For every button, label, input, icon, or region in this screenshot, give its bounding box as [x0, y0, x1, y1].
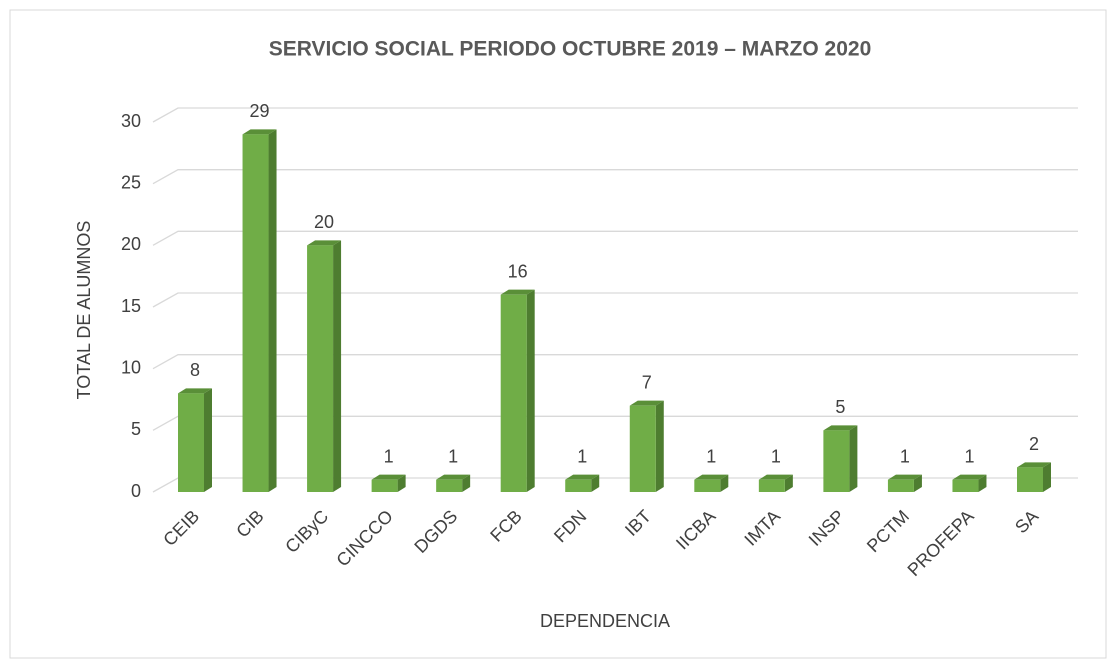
data-label: 1: [384, 446, 394, 466]
y-tick-label: 15: [121, 296, 141, 316]
bar: [307, 240, 342, 492]
chart-title: SERVICIO SOCIAL PERIODO OCTUBRE 2019 – M…: [269, 38, 872, 61]
data-label: 1: [448, 446, 458, 466]
y-tick-label: 20: [121, 234, 141, 254]
data-label: 1: [964, 446, 974, 466]
grid-line: [152, 107, 1078, 123]
bar-top: [1017, 462, 1051, 468]
bar-top: [371, 474, 406, 480]
grid-line: [152, 292, 1078, 308]
bar-side: [849, 425, 858, 492]
bar-side: [462, 474, 471, 492]
data-label: 2: [1029, 434, 1039, 454]
bar: [694, 474, 729, 492]
bar: [952, 474, 987, 492]
bar-front: [242, 134, 269, 493]
data-label: 7: [642, 372, 652, 392]
bar-front: [565, 479, 592, 492]
bar: [887, 474, 922, 492]
grid-line: [152, 169, 1078, 185]
bar-side: [1043, 462, 1051, 492]
bar-top: [887, 474, 922, 480]
x-axis-title: DEPENDENCIA: [540, 611, 670, 631]
bar-top: [823, 425, 858, 431]
bar-top: [242, 129, 277, 135]
bar-top: [758, 474, 793, 480]
bar-side: [913, 474, 922, 492]
bar: [629, 400, 664, 492]
bar-top: [694, 474, 729, 480]
bar: [242, 129, 277, 493]
data-label: 1: [771, 446, 781, 466]
data-label: 1: [577, 446, 587, 466]
y-tick-label: 5: [131, 419, 141, 439]
data-label: 1: [706, 446, 716, 466]
bar-side: [978, 474, 987, 492]
bar-front: [1017, 467, 1043, 492]
bar-side: [397, 474, 406, 492]
bar: [1017, 462, 1051, 492]
y-tick-label: 30: [121, 111, 141, 131]
bar-side: [204, 388, 212, 492]
data-label: 5: [835, 397, 845, 417]
chart-border: [9, 9, 1107, 659]
bar-side: [655, 400, 664, 492]
bar: [436, 474, 471, 492]
bar-front: [823, 430, 850, 492]
bar: [758, 474, 793, 492]
y-tick-label: 25: [121, 172, 141, 192]
bar-top: [436, 474, 471, 480]
data-label: 8: [190, 360, 200, 380]
data-label: 29: [250, 101, 270, 121]
bar-front: [500, 294, 527, 492]
bar: [178, 388, 212, 492]
bar-top: [500, 289, 535, 295]
y-tick-label: 10: [121, 357, 141, 377]
y-tick-label: 0: [131, 481, 141, 501]
bar-side: [526, 289, 535, 492]
bar-side: [591, 474, 600, 492]
bar-top: [952, 474, 987, 480]
bar-side: [268, 129, 277, 493]
bar-front: [694, 479, 721, 492]
bar-front: [887, 479, 914, 492]
bar-side: [333, 240, 342, 492]
bar-top: [178, 388, 212, 394]
grid-line: [152, 354, 1078, 370]
y-axis-title: TOTAL DE ALUMNOS: [74, 221, 94, 400]
bar-front: [436, 479, 463, 492]
bar: [565, 474, 600, 492]
bar-front: [758, 479, 785, 492]
grid-line: [152, 230, 1078, 246]
bar-top: [565, 474, 600, 480]
bar-side: [784, 474, 793, 492]
bar: [371, 474, 406, 492]
bar-top: [307, 240, 342, 246]
bar-front: [629, 405, 656, 492]
data-label: 20: [314, 212, 334, 232]
bar-front: [371, 479, 398, 492]
bar: [500, 289, 535, 492]
bar-front: [178, 393, 204, 492]
bar-front: [952, 479, 979, 492]
bar: [823, 425, 858, 492]
bar-front: [307, 245, 334, 492]
bar-side: [720, 474, 729, 492]
data-label: 16: [508, 261, 528, 281]
data-label: 1: [900, 446, 910, 466]
bar-top: [629, 400, 664, 406]
